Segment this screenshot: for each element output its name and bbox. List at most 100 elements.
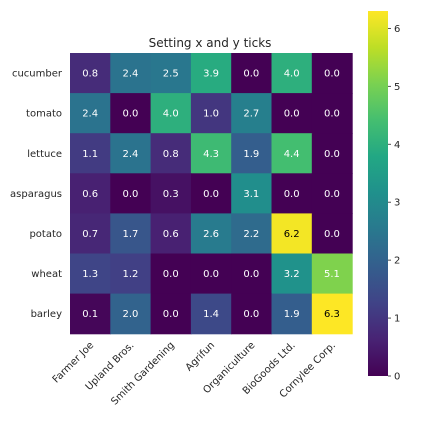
heatmap-cell <box>231 133 273 174</box>
heatmap-cell <box>110 293 152 335</box>
heatmap-cell-label: 3.9 <box>203 69 219 80</box>
heatmap-cell <box>311 53 353 94</box>
colorbar-tick-label: 5 <box>394 82 400 93</box>
colorbar-tick-label: 0 <box>394 372 400 383</box>
heatmap-cell <box>311 253 353 295</box>
heatmap-cell-label: 2.4 <box>122 69 138 80</box>
heatmap-cell <box>190 93 232 134</box>
heatmap-cell-label: 0.0 <box>284 109 300 120</box>
heatmap-cell-label: 3.2 <box>284 269 300 280</box>
heatmap-cell-label: 1.3 <box>82 269 98 280</box>
colorbar-tick-label: 3 <box>394 198 400 209</box>
heatmap-cell <box>110 93 152 134</box>
heatmap-cell <box>311 93 353 134</box>
heatmap-cell-label: 4.0 <box>163 109 179 120</box>
heatmap-cell <box>190 213 232 255</box>
y-tick-label: barley <box>31 309 63 320</box>
heatmap-cell <box>150 253 192 295</box>
heatmap-cell <box>231 93 273 134</box>
y-axis-tick-labels: cucumber tomato lettuce asparagus potato whea… <box>10 69 63 321</box>
heatmap-cell <box>190 253 232 295</box>
heatmap-cell-label: 0.0 <box>243 69 259 80</box>
heatmap-cell <box>110 53 152 94</box>
heatmap-cell-label: 1.7 <box>122 229 138 240</box>
heatmap-cell-label: 2.6 <box>203 229 219 240</box>
heatmap-cell-label: 0.0 <box>163 269 179 280</box>
heatmap-cell-label: 0.0 <box>324 189 340 200</box>
heatmap-cell-label: 5.1 <box>324 269 340 280</box>
heatmap-cell <box>70 133 111 174</box>
heatmap-cell-label: 2.2 <box>243 229 259 240</box>
heatmap-cell-label: 1.0 <box>203 109 219 120</box>
colorbar-gradient <box>368 11 388 376</box>
heatmap-cell-label: 0.0 <box>324 109 340 120</box>
heatmap-cell <box>271 53 313 94</box>
heatmap-cell-label: 2.0 <box>122 309 138 320</box>
heatmap-cell <box>150 53 192 94</box>
colorbar-tick-label: 2 <box>394 256 400 267</box>
heatmap-cell-label: 0.0 <box>284 189 300 200</box>
heatmap-cell <box>70 93 111 134</box>
heatmap-cell <box>271 213 313 255</box>
heatmap-cell-label: 0.0 <box>324 229 340 240</box>
heatmap-cell <box>231 53 273 94</box>
heatmap-cell <box>271 133 313 174</box>
heatmap-cell-label: 0.0 <box>243 269 259 280</box>
heatmap-cell <box>70 53 111 94</box>
heatmap-cell <box>70 173 111 214</box>
colorbar-tick-label: 1 <box>394 314 400 325</box>
chart-title: Setting x and y ticks <box>149 36 272 50</box>
heatmap-cell <box>70 293 111 335</box>
heatmap-cell-label: 0.0 <box>163 309 179 320</box>
heatmap-cell <box>70 213 111 255</box>
heatmap-cell-label: 0.0 <box>243 309 259 320</box>
heatmap-cell <box>231 253 273 295</box>
heatmap-cell <box>110 253 152 295</box>
heatmap-cell <box>150 93 192 134</box>
heatmap-cell-label: 0.7 <box>82 229 98 240</box>
y-tick-label: cucumber <box>12 69 63 80</box>
heatmap-cell <box>150 213 192 255</box>
heatmap-cell-label: 0.0 <box>324 69 340 80</box>
heatmap-cell-label: 6.2 <box>284 229 300 240</box>
heatmap-cell-label: 2.4 <box>122 149 138 160</box>
heatmap-cells <box>70 53 353 335</box>
heatmap-cell <box>110 213 152 255</box>
colorbar-tick-label: 6 <box>394 24 400 35</box>
heatmap-cell-label: 6.3 <box>324 309 340 320</box>
heatmap-cell-label: 1.1 <box>82 149 98 160</box>
heatmap-cell <box>110 133 152 174</box>
heatmap-cell-label: 1.2 <box>122 269 138 280</box>
heatmap-cell <box>70 253 111 295</box>
heatmap-cell-label: 0.1 <box>82 309 98 320</box>
heatmap-cell-label: 0.6 <box>163 229 179 240</box>
heatmap-cell <box>190 293 232 335</box>
heatmap-cell-label: 2.4 <box>82 109 98 120</box>
heatmap-cell <box>271 93 313 134</box>
y-tick-label: asparagus <box>10 189 62 200</box>
heatmap-cell <box>150 133 192 174</box>
heatmap-cell <box>311 293 353 335</box>
y-tick-label: tomato <box>26 109 62 120</box>
heatmap-cell-label: 0.0 <box>122 109 138 120</box>
heatmap-cell-label: 0.8 <box>82 69 98 80</box>
heatmap-cell <box>231 213 273 255</box>
colorbar: 0 1 2 3 4 5 6 <box>368 11 400 383</box>
heatmap-cell-label: 4.0 <box>284 69 300 80</box>
heatmap-cell <box>271 293 313 335</box>
heatmap-cell <box>150 173 192 214</box>
heatmap-cell <box>231 173 273 214</box>
heatmap-cell-label: 1.4 <box>203 309 219 320</box>
heatmap-cell <box>271 253 313 295</box>
y-tick-label: wheat <box>31 269 62 280</box>
heatmap-cell <box>231 293 273 335</box>
heatmap-cell <box>271 173 313 214</box>
heatmap-cell <box>311 213 353 255</box>
heatmap-cell-label: 4.3 <box>203 149 219 160</box>
heatmap-cell-label: 0.0 <box>122 189 138 200</box>
heatmap-cell-label: 1.9 <box>284 309 300 320</box>
heatmap-cell <box>311 173 353 214</box>
y-tick-label: potato <box>29 229 62 240</box>
